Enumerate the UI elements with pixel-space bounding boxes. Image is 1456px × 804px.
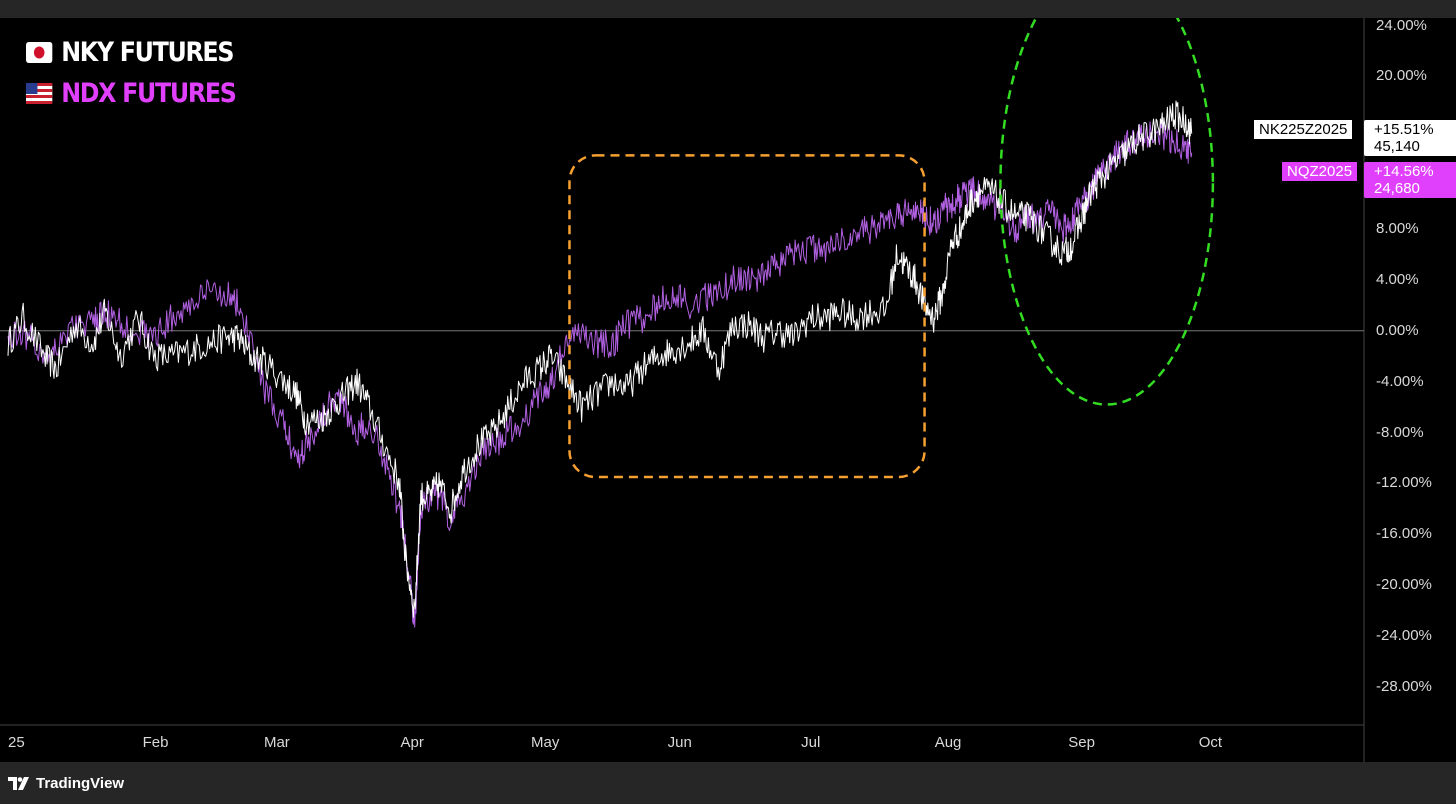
- x-tick-label: Apr: [400, 734, 424, 751]
- x-tick-label: Aug: [934, 734, 962, 751]
- ndx-symbol-tag: NQZ2025: [1282, 162, 1358, 181]
- y-tick-label: 24.00%: [1376, 16, 1427, 34]
- legend-ndx-label: NDX FUTURES: [61, 78, 237, 109]
- highlight-ellipse: [999, 18, 1215, 406]
- usa-flag-icon: [26, 83, 53, 104]
- y-tick-label: -4.00%: [1376, 372, 1424, 390]
- y-tick-label: -24.00%: [1376, 626, 1432, 644]
- y-tick-label: -16.00%: [1376, 525, 1432, 543]
- x-tick-label: Jun: [667, 734, 692, 751]
- x-tick-label: Sep: [1068, 734, 1095, 751]
- y-tick-label: 0.00%: [1376, 321, 1419, 339]
- ndx-value-tag: +14.56% 24,680: [1364, 162, 1456, 198]
- ndx-symbol: NQZ2025: [1287, 163, 1353, 180]
- ndx-series-line[interactable]: [7, 121, 1193, 628]
- x-tick-label: 25: [8, 734, 25, 751]
- y-tick-label: 8.00%: [1376, 220, 1419, 238]
- nky-value-tag: +15.51% 45,140: [1364, 120, 1456, 156]
- tradingview-icon: [8, 776, 29, 790]
- y-tick-label: -8.00%: [1376, 423, 1424, 441]
- nky-change: +15.51%: [1374, 121, 1434, 138]
- chart-area[interactable]: NKY FUTURES NDX FUTURES 24.00%20.00%16.0…: [0, 16, 1456, 762]
- y-tick-label: -12.00%: [1376, 474, 1432, 492]
- x-tick-label: May: [531, 734, 560, 751]
- x-tick-label: Oct: [1198, 734, 1223, 751]
- legend-nky-label: NKY FUTURES: [61, 37, 234, 68]
- legend-nky: NKY FUTURES: [26, 37, 234, 68]
- x-tick-label: Jul: [801, 734, 821, 751]
- tradingview-logo[interactable]: TradingView: [8, 775, 124, 792]
- footer: TradingView: [0, 762, 1456, 804]
- ndx-change: +14.56%: [1374, 163, 1434, 180]
- nky-symbol-tag: NK225Z2025: [1254, 120, 1353, 139]
- legend-ndx: NDX FUTURES: [26, 78, 237, 109]
- nky-price: 45,140: [1374, 138, 1420, 155]
- nky-series-line[interactable]: [7, 100, 1193, 618]
- ndx-price: 24,680: [1374, 180, 1420, 197]
- japan-flag-icon: [26, 42, 53, 63]
- x-tick-label: Mar: [263, 734, 290, 751]
- y-tick-label: 4.00%: [1376, 270, 1419, 288]
- nky-symbol: NK225Z2025: [1259, 121, 1348, 138]
- tradingview-brand: TradingView: [36, 774, 125, 792]
- y-tick-label: 20.00%: [1376, 67, 1427, 85]
- x-tick-label: Feb: [142, 734, 169, 751]
- price-chart[interactable]: [0, 18, 1456, 762]
- y-tick-label: -28.00%: [1376, 677, 1432, 695]
- y-tick-label: -20.00%: [1376, 576, 1432, 594]
- highlight-box: [568, 154, 926, 479]
